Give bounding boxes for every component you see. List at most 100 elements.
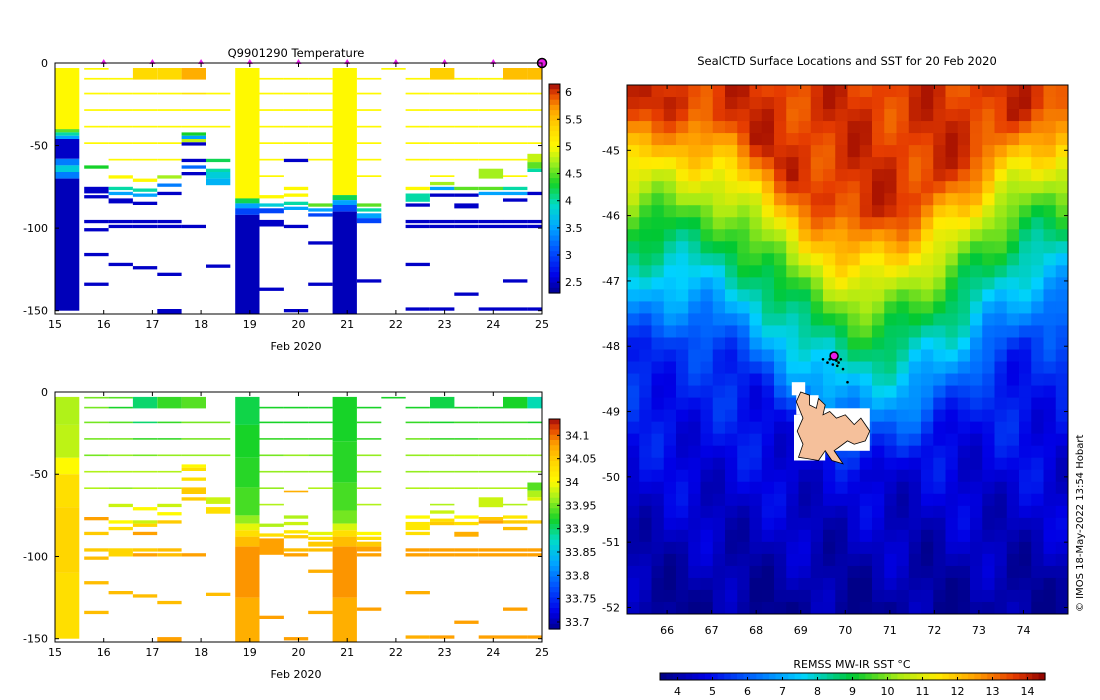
sst-cell [761,337,775,350]
sst-cell [1055,469,1068,483]
x-tick-label: 18 [194,646,208,659]
sst-cell [921,469,934,483]
sst-cell [872,121,885,134]
profile-cell [157,272,182,276]
sst-colorbar-step [891,673,899,680]
sst-cell [908,565,922,579]
sst-cell [761,205,775,218]
sst-cell [884,529,897,543]
sst-cell [908,313,922,326]
sst-cell [957,445,971,459]
sst-cell [872,397,885,411]
sst-cell [712,373,726,387]
sst-cell [970,445,983,459]
sst-cell [884,397,897,411]
sst-cell [957,229,971,242]
sst-cell [639,145,652,158]
sst-cell [1019,493,1032,507]
sst-cell [823,469,836,483]
sst-cell [749,97,763,110]
sst-cell [676,517,689,531]
sst-cell [688,97,701,110]
sst-colorbar-step [756,673,764,680]
sst-cell [651,217,665,230]
sst-colorbar-step [974,673,982,680]
sst-cell [884,565,897,579]
sst-cell [847,457,861,471]
sst-cell [651,445,665,459]
sst-cell [700,85,714,98]
sst-cell [1006,397,1020,411]
sst-cell [676,349,689,363]
sst-cell [1006,541,1020,555]
sst-cell [688,325,701,338]
profile-cell [283,224,309,229]
sst-cell [1031,553,1044,567]
sst-cell [970,145,983,158]
profile-cell [181,142,206,146]
sst-cell [639,409,652,423]
profile-cell [356,218,382,224]
sst-cell [663,457,677,471]
sst-cell [835,193,848,206]
sst-cell [1006,553,1020,567]
colorbar-step [549,419,560,425]
sst-cell [872,481,885,495]
sst-cell [945,469,959,483]
sst-cell [908,409,922,423]
colorbar-step [549,131,560,137]
sst-colorbar-step [980,673,988,680]
profile-cell [157,454,182,457]
sst-cell [908,301,922,314]
sst-cell [810,181,824,194]
sst-cell [761,349,775,363]
profile-cell [332,482,357,511]
sst-cell [725,85,738,98]
sst-cell [663,289,677,302]
sst-cell [676,397,689,411]
sst-cell [761,397,775,411]
colorbar-step [549,193,560,200]
sst-cell [872,469,885,483]
profile-cell [356,503,382,506]
sst-colorbar-step [660,673,668,680]
sst-cell [835,85,848,98]
sst-cell [627,385,640,399]
sst-cell [810,289,824,302]
profile-cell [84,219,109,224]
sst-cell [945,217,959,230]
colorbar-step [549,550,560,557]
profile-cell [181,224,206,229]
sst-cell [737,421,750,435]
sst-cell [725,337,738,350]
sst-cell [933,553,946,567]
sst-cell [663,349,677,363]
sst-colorbar-step [910,673,918,680]
sst-cell [835,217,848,230]
sst-cell [933,109,946,122]
salinity-chart: 15 16 17 18 19 20 21 22 23 24 25 0-50-100-150 Feb … [23,386,596,681]
sst-cell [896,481,910,495]
sst-cell [1043,301,1057,314]
profile-cell [527,482,542,491]
sst-cell [676,433,689,447]
profile-cell [478,168,504,179]
profile-cell [108,548,133,557]
sst-cell [749,289,763,302]
sst-cell [700,301,714,314]
sst-cell [651,541,665,555]
sst-cell [1006,253,1020,266]
sst-cell [663,469,677,483]
profile-cell [503,487,528,489]
sst-cell [761,145,775,158]
sst-cell [982,433,995,447]
sst-cell [1006,481,1020,495]
sst-cell [908,325,922,338]
sst-cell [957,205,971,218]
sst-cell [896,229,910,242]
sst-cell [651,193,665,206]
sst-cell [859,457,873,471]
sst-cell [859,301,873,314]
sst-cell [786,505,799,519]
sst-cell [1019,181,1032,194]
